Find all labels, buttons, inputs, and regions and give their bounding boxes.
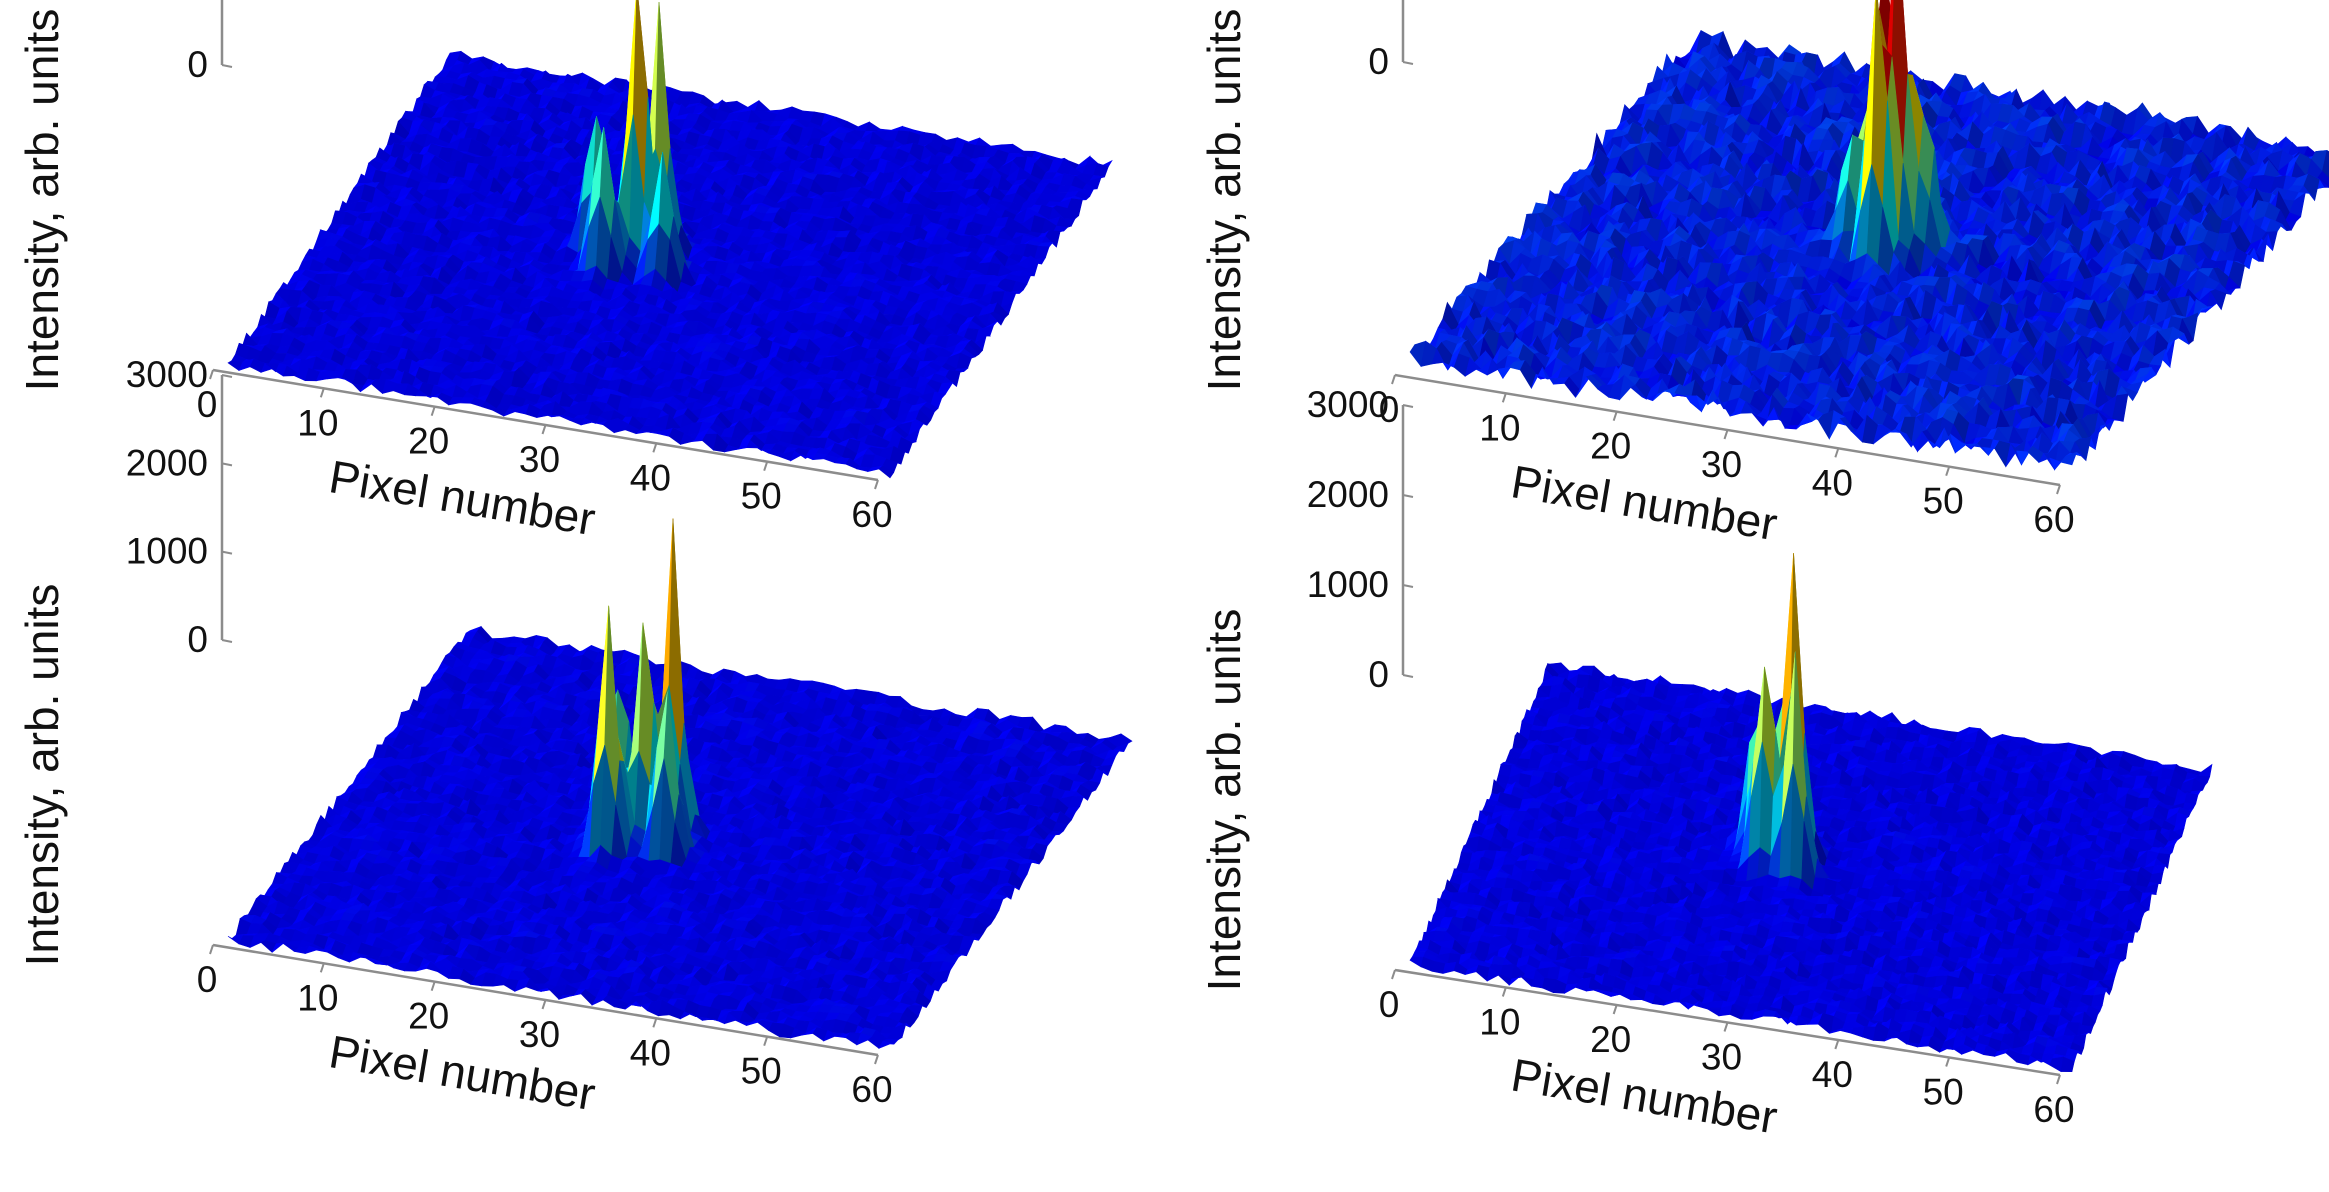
surface-mesh — [227, 518, 1133, 1049]
x-tick-label: 10 — [1479, 407, 1520, 448]
z-tick-label: 3000 — [126, 354, 208, 395]
x-tick-label: 0 — [1379, 389, 1400, 430]
x-tick-mark — [430, 406, 436, 416]
x-tick-mark — [1501, 987, 1507, 997]
x-tick-label: 30 — [1701, 1037, 1742, 1078]
x-tick-mark — [1834, 448, 1840, 458]
x-tick-label: 0 — [1379, 984, 1400, 1025]
x-tick-mark — [319, 963, 325, 973]
x-tick-mark — [874, 479, 879, 490]
z-axis-label: Intensity, arb. units — [1198, 9, 1250, 392]
x-tick-mark — [1945, 466, 1951, 476]
z-tick-mark — [1402, 61, 1414, 65]
z-tick-label: 1000 — [1307, 564, 1389, 605]
x-tick-mark — [763, 1036, 769, 1046]
x-tick-label: 30 — [519, 439, 560, 480]
z-tick-mark — [221, 550, 233, 555]
x-tick-mark — [652, 443, 658, 453]
z-tick-label: 0 — [187, 619, 208, 660]
x-tick-mark — [1391, 969, 1396, 980]
z-tick-label: 3000 — [1307, 384, 1389, 425]
x-tick-mark — [1391, 374, 1396, 385]
x-tick-mark — [1723, 429, 1729, 440]
z-axis-label: Intensity, arb. units — [16, 9, 68, 392]
z-tick-mark — [1402, 494, 1414, 498]
z-tick-mark — [221, 374, 233, 378]
z-tick-mark — [1402, 584, 1414, 588]
x-tick-label: 40 — [1812, 1054, 1853, 1095]
z-axis-label: Intensity, arb. units — [16, 584, 68, 967]
x-tick-label: 20 — [1590, 1019, 1631, 1060]
x-tick-label: 60 — [2033, 499, 2074, 540]
x-tick-label: 0 — [197, 384, 218, 425]
x-tick-mark — [1945, 1057, 1951, 1067]
x-tick-label: 40 — [630, 1032, 671, 1073]
z-tick-mark — [1402, 674, 1414, 678]
x-tick-label: 50 — [741, 476, 782, 517]
x-tick-label: 10 — [1479, 1002, 1520, 1043]
x-tick-mark — [2056, 484, 2061, 495]
x-tick-label: 60 — [2033, 1089, 2074, 1130]
x-tick-mark — [763, 461, 769, 471]
x-tick-label: 30 — [519, 1014, 560, 1055]
z-tick-mark — [221, 639, 233, 643]
z-tick-label: 2000 — [126, 442, 208, 483]
x-tick-mark — [1723, 1022, 1729, 1032]
x-tick-mark — [541, 424, 547, 435]
z-tick-label: 1000 — [126, 531, 208, 572]
x-tick-mark — [209, 369, 214, 380]
z-tick-label: 0 — [1368, 654, 1389, 695]
x-tick-label: 50 — [1923, 481, 1964, 522]
surface-mesh — [227, 0, 1113, 479]
x-tick-mark — [1612, 1004, 1618, 1015]
x-tick-label: 20 — [408, 996, 449, 1037]
x-tick-mark — [1612, 411, 1618, 421]
z-tick-label: 2000 — [1307, 474, 1389, 515]
x-tick-label: 20 — [408, 421, 449, 462]
x-tick-label: 40 — [1812, 462, 1853, 503]
z-tick-mark — [221, 462, 233, 467]
x-tick-label: 60 — [851, 1069, 892, 1110]
z-tick-mark — [1402, 404, 1414, 408]
x-tick-mark — [652, 1018, 658, 1028]
x-tick-mark — [209, 944, 214, 955]
z-tick-mark — [221, 64, 233, 68]
x-tick-label: 10 — [297, 977, 338, 1018]
x-tick-mark — [430, 981, 436, 991]
x-tick-mark — [2056, 1074, 2061, 1085]
surface-mesh — [1409, 0, 2329, 471]
surface-mesh — [1409, 553, 2213, 1073]
x-tick-label: 20 — [1590, 426, 1631, 467]
x-tick-label: 0 — [197, 959, 218, 1000]
x-tick-label: 60 — [851, 494, 892, 535]
x-tick-mark — [874, 1054, 879, 1065]
x-tick-label: 50 — [741, 1051, 782, 1092]
x-tick-label: 10 — [297, 402, 338, 443]
z-axis-label: Intensity, arb. units — [1198, 609, 1250, 992]
x-tick-label: 50 — [1923, 1072, 1964, 1113]
x-tick-mark — [541, 999, 547, 1010]
z-tick-label: 0 — [187, 44, 208, 85]
x-tick-label: 30 — [1701, 444, 1742, 485]
x-tick-mark — [1501, 393, 1507, 403]
z-tick-label: 0 — [1368, 41, 1389, 82]
x-tick-label: 40 — [630, 457, 671, 498]
x-tick-mark — [1834, 1039, 1840, 1050]
x-tick-mark — [319, 388, 325, 398]
